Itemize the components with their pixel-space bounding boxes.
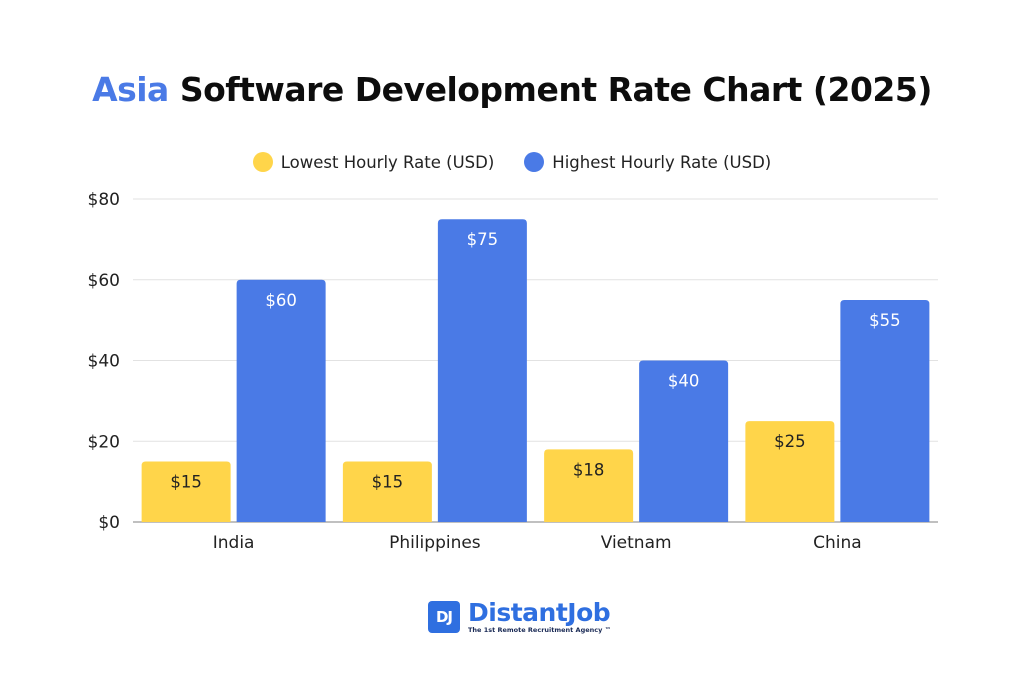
data-label: $55 (869, 311, 901, 330)
legend-label-lowest: Lowest Hourly Rate (USD) (280, 152, 495, 172)
legend-swatch-highest (524, 152, 545, 172)
data-label: $15 (170, 472, 202, 491)
data-label: $18 (573, 460, 605, 479)
legend-label-highest: Highest Hourly Rate (USD) (552, 152, 772, 172)
bar-highest (639, 360, 729, 522)
y-tick-label: $0 (98, 513, 120, 533)
legend-swatch-lowest (252, 152, 273, 172)
bar-highest (840, 299, 930, 522)
x-tick-label: China (813, 533, 862, 553)
data-label: $60 (265, 291, 297, 310)
distantjob-logo: DJ DistantJob The 1st Remote Recruitment… (428, 600, 611, 634)
logo-text: DistantJob The 1st Remote Recruitment Ag… (468, 600, 611, 634)
bar-highest (437, 219, 527, 522)
bar-highest (236, 279, 326, 522)
x-tick-label: India (213, 533, 255, 553)
chart-title: Asia Software Development Rate Chart (20… (0, 70, 1024, 109)
chart-legend: Lowest Hourly Rate (USD) Highest Hourly … (0, 152, 1024, 172)
data-label: $15 (372, 472, 404, 491)
bar-lowest (342, 461, 432, 522)
chart-title-accent: Asia (92, 70, 169, 109)
y-tick-label: $60 (88, 271, 120, 291)
bar-lowest (544, 449, 634, 522)
logo-tagline: The 1st Remote Recruitment Agency ™ (468, 626, 612, 634)
data-label: $75 (467, 230, 499, 249)
logo-badge: DJ (428, 600, 460, 633)
y-tick-label: $20 (88, 432, 120, 452)
x-tick-label: Vietnam (601, 533, 672, 553)
y-tick-label: $80 (88, 190, 120, 210)
chart-title-rest: Software Development Rate Chart (2025) (168, 70, 933, 109)
y-tick-label: $40 (88, 352, 120, 372)
x-tick-label: Philippines (389, 533, 481, 553)
logo-name: DistantJob (468, 598, 611, 627)
data-label: $40 (668, 372, 700, 391)
legend-item-highest: Highest Hourly Rate (USD) (524, 152, 771, 172)
data-label: $25 (774, 432, 806, 451)
bar-lowest (141, 461, 231, 522)
legend-item-lowest: Lowest Hourly Rate (USD) (252, 152, 495, 172)
bar-lowest (745, 421, 835, 522)
